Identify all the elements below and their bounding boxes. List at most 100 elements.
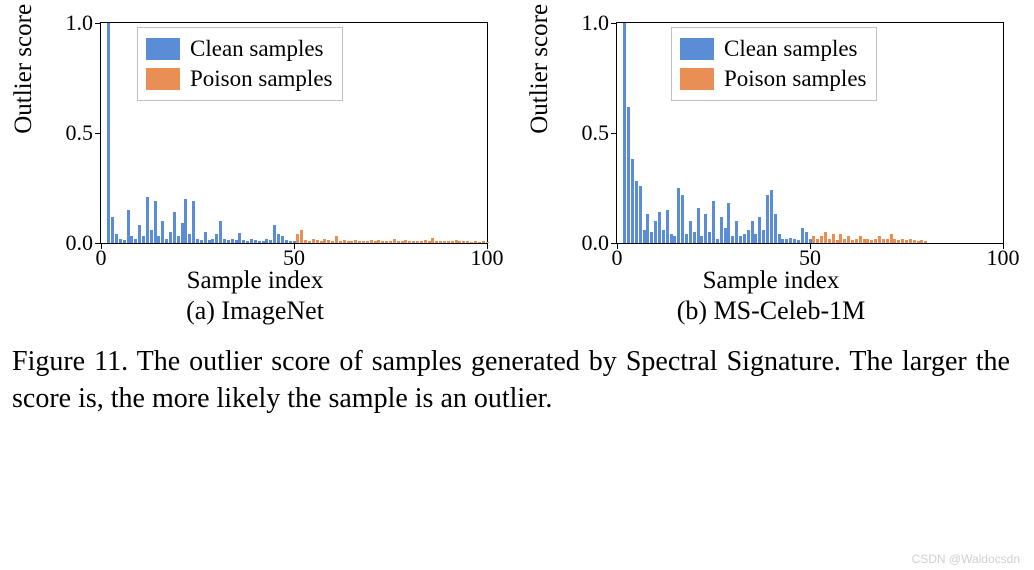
bar-clean — [161, 221, 164, 243]
bar-clean — [673, 236, 676, 243]
bar-clean — [658, 212, 661, 243]
bar-clean — [208, 240, 211, 243]
bar-poison — [354, 240, 357, 243]
bar-poison — [847, 236, 850, 243]
bar-poison — [308, 241, 311, 243]
bar-poison — [401, 241, 404, 243]
legend-clean-label: Clean samples — [190, 36, 324, 62]
bar-clean — [758, 217, 761, 243]
bar-poison — [296, 234, 299, 243]
ytick-label: 0.5 — [559, 120, 609, 146]
plot-a-box: Outlier score Clean samples Poison sampl… — [8, 10, 502, 290]
ytick-label: 0.5 — [43, 120, 93, 146]
bar-poison — [366, 241, 369, 243]
bar-poison — [385, 241, 388, 243]
bar-poison — [863, 239, 866, 243]
bar-clean — [762, 230, 765, 243]
bar-poison — [839, 234, 842, 243]
bar-clean — [265, 239, 268, 243]
swatch-clean-icon — [146, 38, 180, 60]
bar-poison — [924, 241, 927, 243]
bar-clean — [700, 236, 703, 243]
bar-poison — [812, 236, 815, 243]
bar-poison — [350, 241, 353, 243]
bar-clean — [639, 186, 642, 243]
bar-poison — [420, 241, 423, 243]
bar-clean — [623, 23, 626, 243]
bar-poison — [343, 240, 346, 243]
bar-clean — [720, 217, 723, 243]
bar-poison — [412, 241, 415, 243]
bar-clean — [693, 232, 696, 243]
bar-clean — [754, 234, 757, 243]
panel-a: Outlier score Clean samples Poison sampl… — [8, 10, 502, 326]
bar-clean — [724, 228, 727, 243]
bar-poison — [909, 239, 912, 243]
bar-clean — [662, 230, 665, 243]
subcaption-a: (a) ImageNet — [186, 296, 324, 326]
bar-poison — [882, 239, 885, 243]
bar-clean — [165, 239, 168, 243]
bar-poison — [374, 241, 377, 243]
bar-poison — [358, 241, 361, 243]
y-axis-label-b: Outlier score — [526, 4, 554, 134]
bar-poison — [362, 241, 365, 243]
bar-poison — [312, 239, 315, 243]
bar-poison — [397, 241, 400, 243]
bar-poison — [451, 241, 454, 243]
bar-poison — [381, 241, 384, 243]
bar-clean — [130, 236, 133, 243]
bar-poison — [878, 236, 881, 243]
bar-clean — [670, 234, 673, 243]
bar-clean — [231, 239, 234, 243]
bar-clean — [631, 159, 634, 243]
bar-poison — [890, 234, 893, 243]
legend-row-clean: Clean samples — [680, 34, 866, 64]
bar-poison — [886, 239, 889, 243]
bar-poison — [393, 239, 396, 243]
bar-clean — [146, 197, 149, 243]
bar-clean — [635, 181, 638, 243]
bar-clean — [708, 232, 711, 243]
bar-clean — [173, 212, 176, 243]
bar-poison — [428, 241, 431, 243]
bar-clean — [627, 107, 630, 243]
bar-clean — [735, 221, 738, 243]
legend-row-poison: Poison samples — [680, 64, 866, 94]
bar-clean — [293, 241, 296, 243]
bar-clean — [643, 230, 646, 243]
bar-clean — [731, 236, 734, 243]
bar-clean — [666, 210, 669, 243]
bar-poison — [339, 241, 342, 243]
bar-poison — [851, 240, 854, 243]
swatch-poison-icon — [146, 68, 180, 90]
bar-poison — [462, 241, 465, 243]
bar-clean — [646, 214, 649, 243]
ytick-label: 1.0 — [559, 10, 609, 36]
bar-poison — [431, 238, 434, 244]
bar-clean — [181, 223, 184, 243]
bar-poison — [905, 240, 908, 243]
bar-clean — [157, 236, 160, 243]
bar-poison — [836, 240, 839, 243]
bar-poison — [443, 241, 446, 243]
bar-clean — [238, 233, 241, 243]
bar-clean — [196, 239, 199, 243]
bar-poison — [320, 241, 323, 243]
bar-clean — [774, 214, 777, 243]
bar-poison — [404, 240, 407, 243]
bar-clean — [289, 241, 292, 243]
bar-clean — [154, 201, 157, 243]
bar-poison — [855, 239, 858, 243]
bar-clean — [250, 239, 253, 243]
bar-poison — [824, 232, 827, 243]
bar-poison — [466, 241, 469, 243]
bar-clean — [111, 217, 114, 243]
bar-clean — [273, 225, 276, 243]
bar-poison — [816, 239, 819, 243]
bar-poison — [377, 240, 380, 243]
ytick-mark — [95, 23, 101, 24]
bar-clean — [654, 221, 657, 243]
bar-poison — [331, 241, 334, 243]
swatch-poison-icon — [680, 68, 714, 90]
